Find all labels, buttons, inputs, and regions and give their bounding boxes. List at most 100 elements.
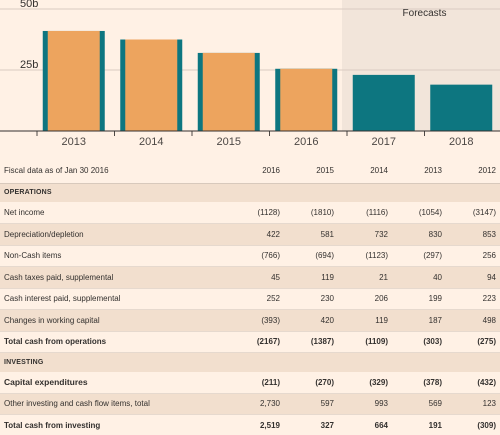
table-row: Cash interest paid, supplemental 252 230 20… xyxy=(0,288,500,310)
x-tick-label: 2017 xyxy=(372,136,396,148)
table-row: Changes in working capital (393) 420 119 187… xyxy=(0,309,500,331)
cash-flow-table-container: Fiscal data as of Jan 30 2016 2016 2015 … xyxy=(0,159,500,435)
row-label: Cash interest paid, supplemental xyxy=(4,294,121,304)
table-row: Total cash from operations (2167) (1387) (1… xyxy=(0,331,500,353)
section-title: INVESTING xyxy=(0,352,500,372)
row-value: (432) xyxy=(477,377,496,387)
row-label: Changes in working capital xyxy=(0,309,230,331)
row-value: 422 xyxy=(230,223,284,245)
row-value: 853 xyxy=(446,223,500,245)
row-value: (275) xyxy=(477,337,496,347)
table-row: Total cash from investing 2,519 327 664 191 (… xyxy=(0,415,500,435)
row-value: 830 xyxy=(392,223,446,245)
row-value: 569 xyxy=(392,393,446,415)
row-label: Capital expenditures xyxy=(4,377,88,387)
row-value: (766) xyxy=(261,251,280,261)
bar-chart-svg: 2013 2014 2015 2016 2017 2018 50b 25b Forecasts xyxy=(0,0,500,148)
row-value: (694) xyxy=(315,251,334,261)
bar-fill xyxy=(125,39,178,131)
row-value: 498 xyxy=(446,309,500,331)
row-value: 664 xyxy=(374,420,388,430)
row-value: 119 xyxy=(284,266,338,288)
forecast-label: Forecasts xyxy=(403,8,447,19)
row-label: Depreciation/depletion xyxy=(0,223,230,245)
row-value: (1109) xyxy=(365,337,388,347)
fiscal-data-label: Fiscal data as of Jan 30 2016 xyxy=(4,166,109,176)
row-value: (1810) xyxy=(310,208,334,217)
row-value: 199 xyxy=(428,294,442,304)
table-row: Non-Cash items (766) (694) (1123) (297) 256 xyxy=(0,245,500,267)
row-value: 123 xyxy=(446,393,500,415)
row-value: 206 xyxy=(374,294,388,304)
bar-fill xyxy=(47,30,100,131)
bar-fill xyxy=(280,68,333,131)
row-value: (393) xyxy=(230,309,284,331)
cash-chart: 2013 2014 2015 2016 2017 2018 50b 25b Forecasts xyxy=(0,0,500,150)
y-tick-label: 25b xyxy=(20,59,38,71)
row-label: Non-Cash items xyxy=(4,251,62,261)
row-value: (309) xyxy=(477,420,496,430)
row-value: 732 xyxy=(338,223,392,245)
bar xyxy=(430,84,493,131)
row-value: 45 xyxy=(230,266,284,288)
year-header: 2014 xyxy=(370,166,388,176)
section-header-row: OPERATIONS xyxy=(0,183,500,202)
row-value: 420 xyxy=(284,309,338,331)
table-row: Cash taxes paid, supplemental 45 119 21 40 94 xyxy=(0,266,500,288)
row-value: 191 xyxy=(428,420,442,430)
bar-fill xyxy=(202,52,255,131)
x-tick-label: 2014 xyxy=(139,136,163,148)
year-header: 2012 xyxy=(478,166,496,176)
row-value: 327 xyxy=(320,420,334,430)
table-row: Depreciation/depletion 422 581 732 830 853 xyxy=(0,223,500,245)
x-tick-label: 2018 xyxy=(449,136,473,148)
x-tick-label: 2016 xyxy=(294,136,318,148)
table-row: Capital expenditures (211) (270) (329) (378)… xyxy=(0,372,500,393)
year-header: 2016 xyxy=(262,166,280,176)
row-value: 2,519 xyxy=(259,420,280,430)
row-value: 21 xyxy=(338,266,392,288)
row-value: (1128) xyxy=(257,208,280,217)
row-value: (378) xyxy=(423,377,442,387)
row-value: 256 xyxy=(482,251,496,261)
row-value: 252 xyxy=(266,294,280,304)
row-value: (1116) xyxy=(366,208,388,217)
row-value: 94 xyxy=(446,266,500,288)
row-value: (270) xyxy=(315,377,334,387)
cash-flow-table: Fiscal data as of Jan 30 2016 2016 2015 … xyxy=(0,159,500,435)
row-label: Other investing and cash flow items, tot… xyxy=(0,393,230,415)
row-value: (1054) xyxy=(418,208,442,217)
row-label: Total cash from investing xyxy=(4,420,101,430)
table-row: Net income (1128) (1810) (1116) (1054) (3147) xyxy=(0,202,500,224)
row-value: 2,730 xyxy=(230,393,284,415)
bar xyxy=(352,74,415,131)
row-value: (297) xyxy=(423,251,442,261)
year-header: 2013 xyxy=(424,166,442,176)
row-value: 187 xyxy=(392,309,446,331)
table-row: Other investing and cash flow items, tot… xyxy=(0,393,500,415)
table-header-row: Fiscal data as of Jan 30 2016 2016 2015 … xyxy=(0,159,500,183)
row-value: 597 xyxy=(284,393,338,415)
y-tick-label: 50b xyxy=(20,0,38,10)
section-title: OPERATIONS xyxy=(0,183,500,202)
x-tick-label: 2013 xyxy=(62,136,86,148)
row-value: 993 xyxy=(338,393,392,415)
row-value: 40 xyxy=(392,266,446,288)
row-value: (303) xyxy=(423,337,442,347)
row-value: (2167) xyxy=(256,337,280,347)
row-value: (1123) xyxy=(365,251,388,261)
row-value: 223 xyxy=(482,294,496,304)
row-label: Net income xyxy=(4,208,45,217)
row-value: (329) xyxy=(369,377,388,387)
section-header-row: INVESTING xyxy=(0,352,500,372)
row-value: (211) xyxy=(261,377,280,387)
year-header: 2015 xyxy=(316,166,334,176)
row-value: (3147) xyxy=(472,208,496,217)
row-value: 581 xyxy=(284,223,338,245)
row-value: (1387) xyxy=(310,337,334,347)
x-tick-label: 2015 xyxy=(217,136,241,148)
row-label: Total cash from operations xyxy=(4,337,107,347)
row-label: Cash taxes paid, supplemental xyxy=(0,266,230,288)
row-value: 119 xyxy=(338,309,392,331)
row-value: 230 xyxy=(320,294,334,304)
